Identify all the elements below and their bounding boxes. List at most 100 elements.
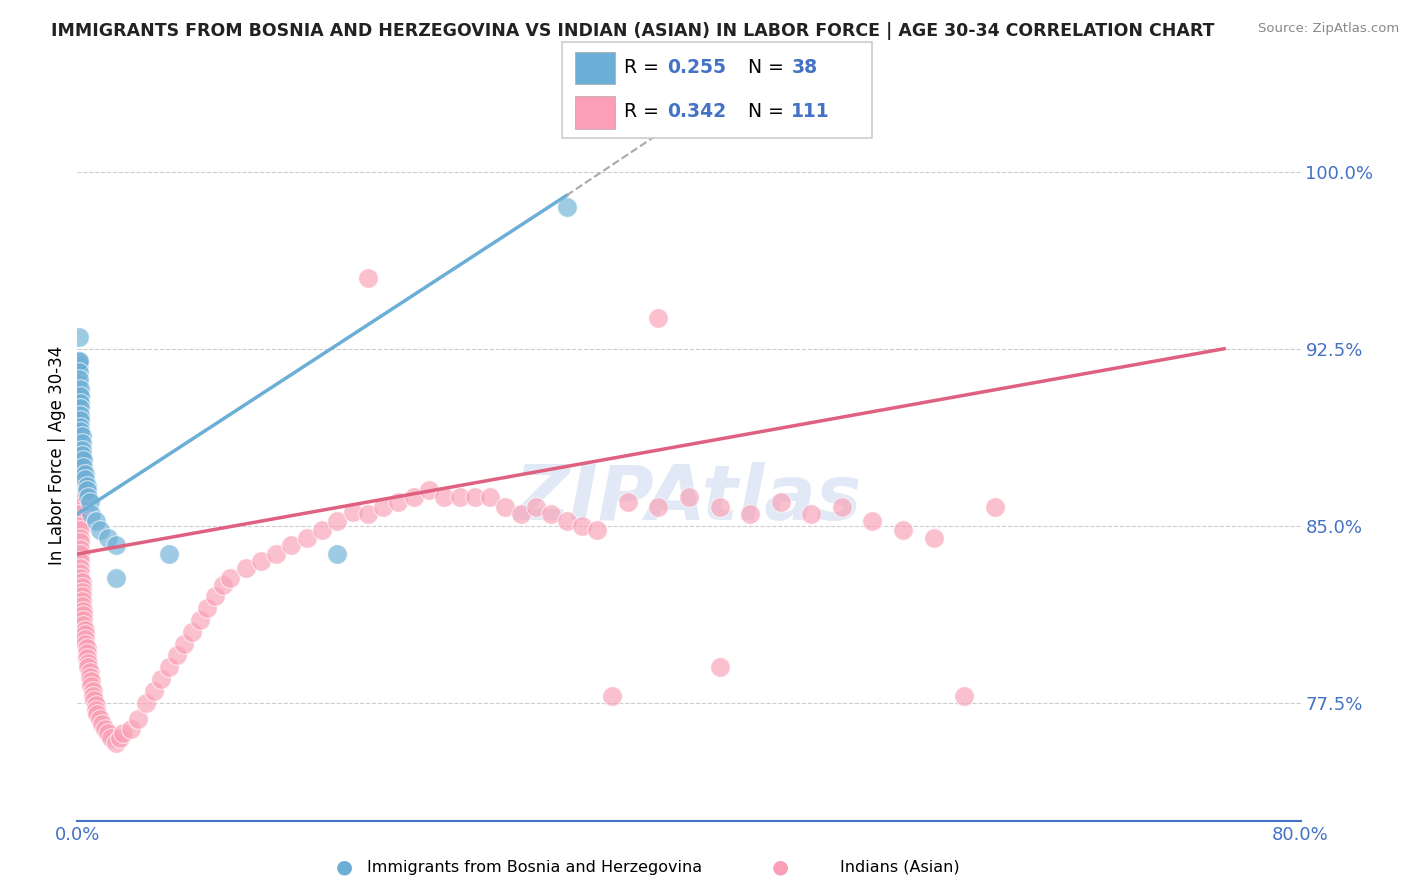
FancyBboxPatch shape — [575, 95, 614, 128]
Point — [647, 311, 669, 326]
Point — [73, 623, 96, 637]
Text: ●: ● — [772, 857, 789, 877]
Point — [69, 571, 91, 585]
Point — [150, 672, 173, 686]
Text: R =: R = — [624, 102, 665, 120]
Point — [70, 448, 93, 462]
Point — [181, 624, 204, 639]
Text: 38: 38 — [792, 59, 817, 78]
Point — [67, 483, 90, 498]
Point — [76, 646, 98, 660]
Point — [84, 514, 107, 528]
Point — [77, 491, 100, 505]
Point — [80, 679, 103, 693]
Point — [495, 500, 517, 514]
Point — [740, 507, 762, 521]
Point — [479, 491, 502, 505]
Point — [326, 514, 349, 528]
Point — [73, 627, 96, 641]
Point — [250, 554, 273, 568]
Point — [418, 483, 440, 498]
Point — [862, 514, 884, 528]
Y-axis label: In Labor Force | Age 30-34: In Labor Force | Age 30-34 — [48, 345, 66, 565]
Point — [69, 389, 91, 403]
Point — [73, 467, 96, 481]
Point — [70, 575, 93, 590]
Point — [69, 396, 91, 410]
Point — [157, 660, 180, 674]
Text: ZIPAtlas: ZIPAtlas — [515, 462, 863, 536]
Point — [157, 547, 180, 561]
Text: 0.342: 0.342 — [668, 102, 727, 120]
Point — [72, 604, 94, 618]
Point — [67, 365, 90, 379]
Text: 0.255: 0.255 — [668, 59, 727, 78]
Point — [72, 608, 94, 623]
Point — [555, 200, 578, 214]
Point — [69, 535, 91, 549]
Point — [79, 670, 101, 684]
Point — [79, 495, 101, 509]
Point — [69, 382, 91, 396]
Point — [67, 372, 90, 386]
Point — [80, 507, 103, 521]
Point — [83, 693, 105, 707]
Point — [800, 507, 823, 521]
Point — [166, 648, 188, 663]
Text: N =: N = — [748, 59, 790, 78]
Point — [69, 425, 91, 439]
Point — [73, 632, 96, 646]
Point — [326, 547, 349, 561]
Text: IMMIGRANTS FROM BOSNIA AND HERZEGOVINA VS INDIAN (ASIAN) IN LABOR FORCE | AGE 30: IMMIGRANTS FROM BOSNIA AND HERZEGOVINA V… — [51, 22, 1215, 40]
Point — [67, 471, 90, 485]
Point — [70, 429, 93, 443]
Point — [76, 483, 98, 498]
Point — [84, 703, 107, 717]
Text: 111: 111 — [792, 102, 830, 120]
Point — [67, 448, 90, 462]
Point — [112, 726, 135, 740]
Point — [953, 689, 976, 703]
Text: ●: ● — [336, 857, 353, 877]
Text: N =: N = — [748, 102, 790, 120]
Point — [79, 665, 101, 679]
Point — [80, 674, 103, 689]
Point — [295, 531, 318, 545]
FancyBboxPatch shape — [575, 52, 614, 85]
Point — [86, 707, 108, 722]
Point — [342, 504, 364, 518]
Point — [69, 419, 91, 434]
Text: R =: R = — [624, 59, 665, 78]
FancyBboxPatch shape — [562, 42, 872, 138]
Point — [67, 358, 90, 372]
Point — [647, 500, 669, 514]
Point — [357, 271, 380, 285]
Point — [104, 736, 127, 750]
Point — [69, 554, 91, 568]
Point — [69, 412, 91, 426]
Point — [70, 594, 93, 608]
Point — [235, 561, 257, 575]
Point — [69, 408, 91, 422]
Point — [135, 696, 157, 710]
Point — [280, 538, 302, 552]
Point — [72, 452, 94, 467]
Point — [67, 330, 90, 344]
Point — [69, 389, 91, 403]
Point — [67, 412, 90, 426]
Point — [97, 531, 120, 545]
Point — [104, 571, 127, 585]
Point — [76, 478, 98, 492]
Point — [72, 459, 94, 474]
Point — [586, 524, 609, 538]
Point — [984, 500, 1007, 514]
Point — [70, 590, 93, 604]
Point — [555, 514, 578, 528]
Text: Indians (Asian): Indians (Asian) — [839, 860, 960, 874]
Point — [69, 547, 91, 561]
Point — [94, 722, 117, 736]
Point — [89, 524, 111, 538]
Point — [204, 590, 226, 604]
Point — [524, 500, 547, 514]
Point — [678, 491, 700, 505]
